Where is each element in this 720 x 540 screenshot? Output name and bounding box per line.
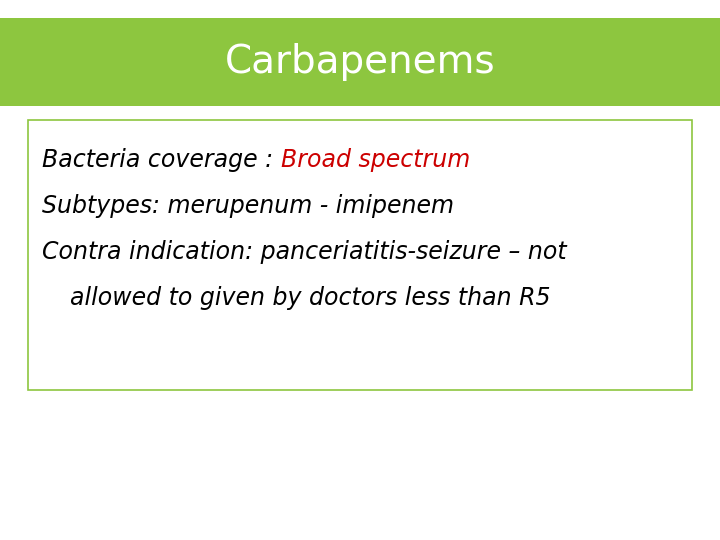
Text: Bacteria coverage :: Bacteria coverage :	[42, 148, 281, 172]
Bar	[28, 120, 692, 390]
Text: Subtypes: merupenum - imipenem: Subtypes: merupenum - imipenem	[42, 194, 454, 218]
Text: Carbapenems: Carbapenems	[225, 43, 495, 81]
Text: allowed to given by doctors less than R5: allowed to given by doctors less than R5	[70, 286, 551, 310]
Text: Contra indication: panceriatitis-seizure – not: Contra indication: panceriatitis-seizure…	[42, 240, 567, 264]
Bar	[0, 18, 720, 106]
Text: Broad spectrum: Broad spectrum	[281, 148, 470, 172]
